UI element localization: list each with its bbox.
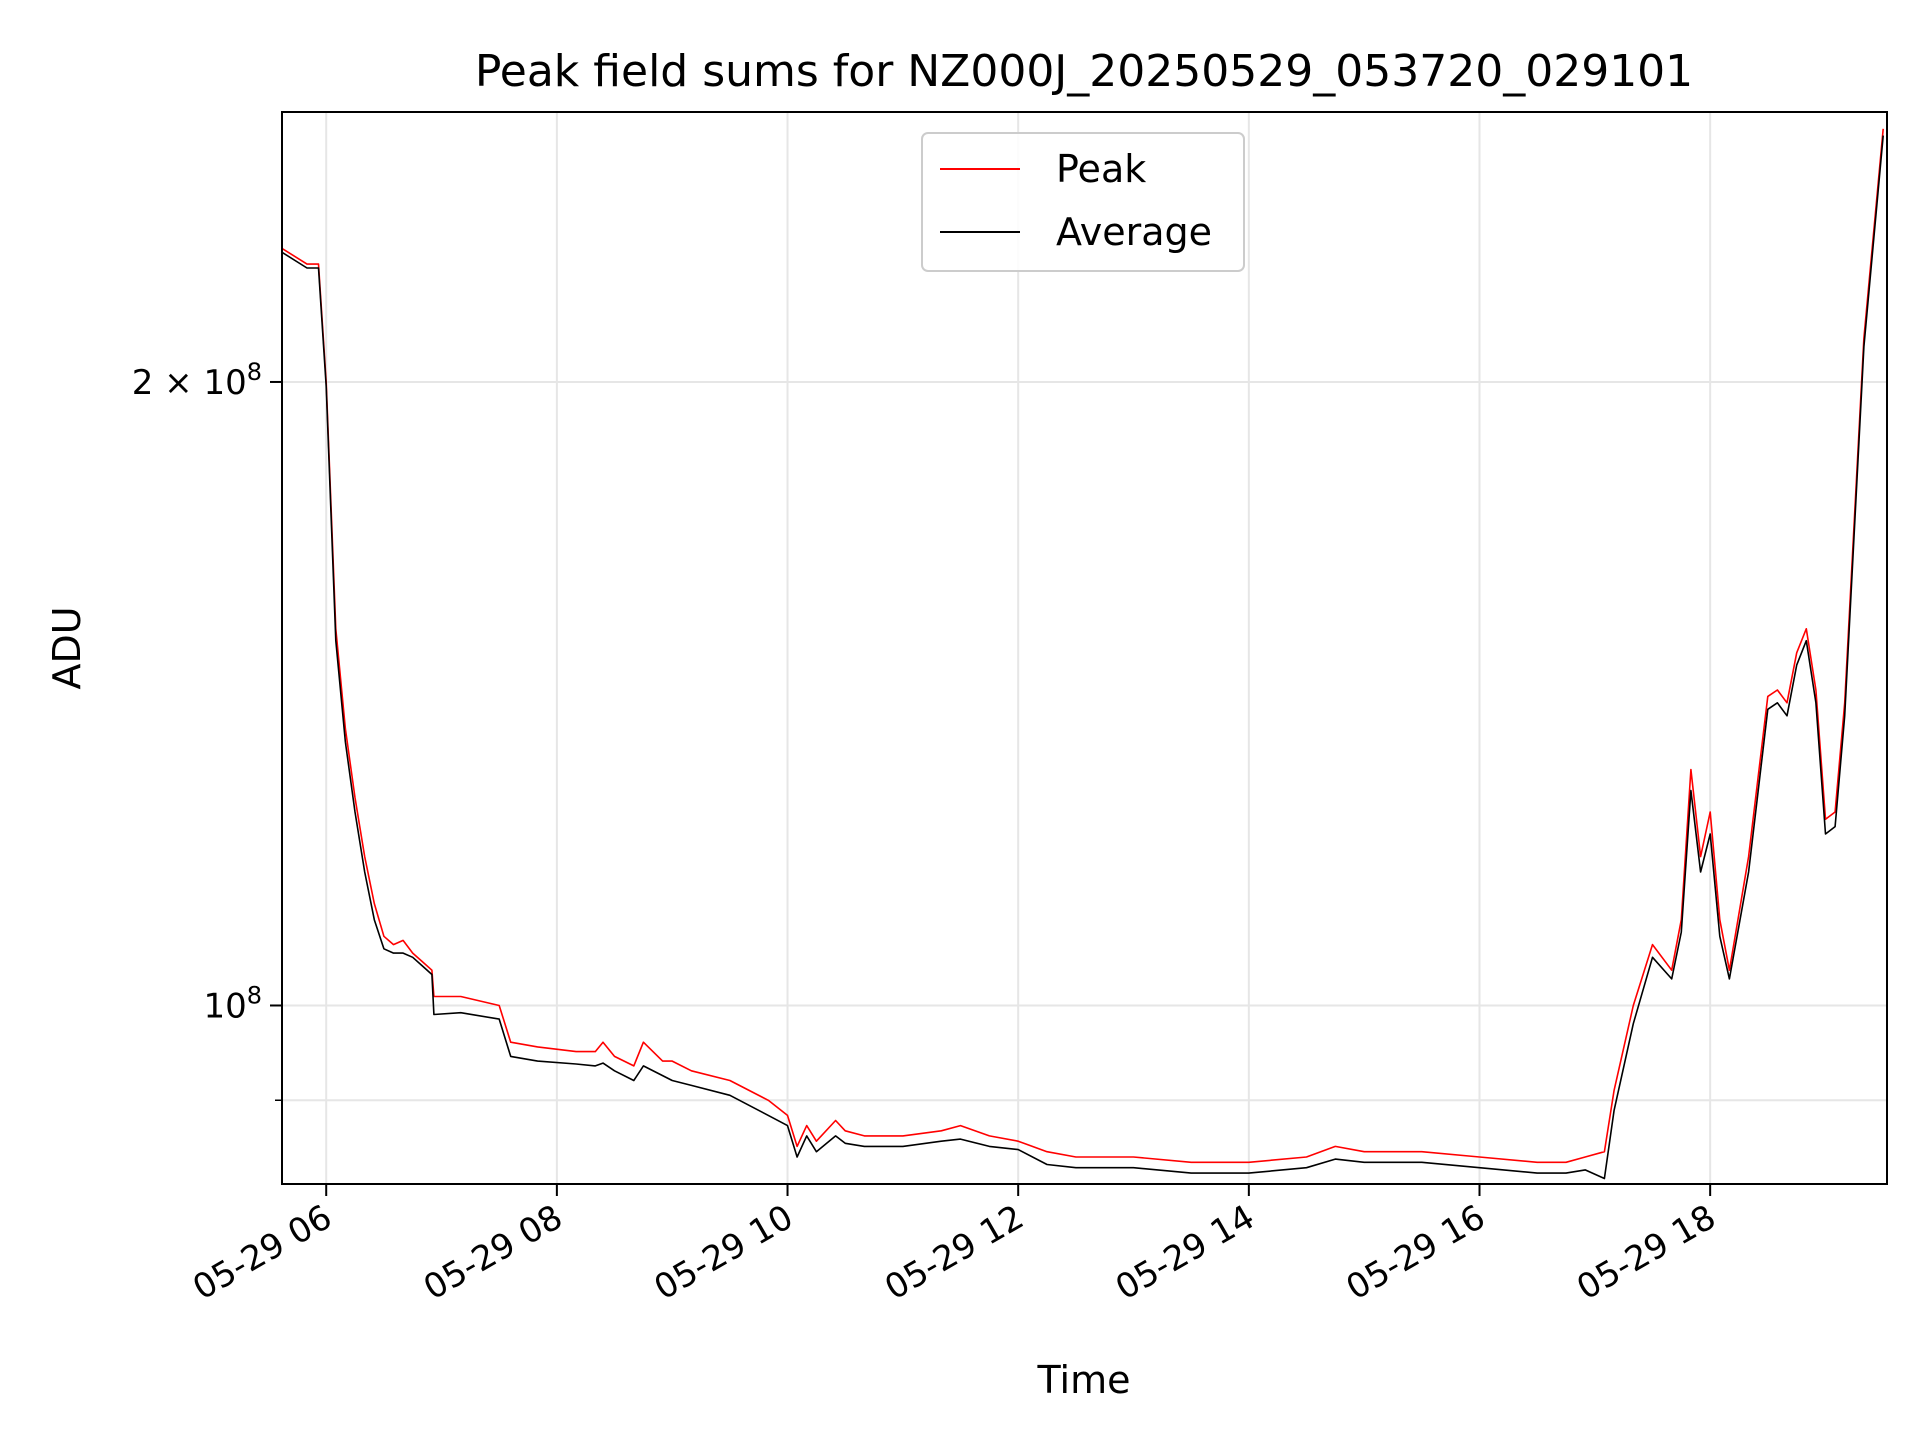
- legend-label-peak: Peak: [1056, 147, 1146, 191]
- legend-box: [921, 132, 1245, 272]
- y-axis-label: ADU: [45, 606, 89, 689]
- series-lines: [282, 128, 1884, 1180]
- y-tick-label: 2 × 108: [132, 358, 262, 403]
- x-axis-label: Time: [1037, 1358, 1131, 1402]
- legend-label-average: Average: [1056, 210, 1212, 254]
- series-line-average: [282, 135, 1884, 1180]
- chart-title: Peak field sums for NZ000J_20250529_0537…: [475, 46, 1693, 97]
- grid-lines: [282, 112, 1887, 1184]
- series-line-peak: [282, 128, 1884, 1164]
- y-tick-label: 108: [203, 981, 262, 1026]
- legend: Peak Average: [921, 132, 1245, 272]
- y-axis-ticks: 108 2 × 108: [132, 358, 282, 1102]
- plot-frame: [281, 111, 1888, 1185]
